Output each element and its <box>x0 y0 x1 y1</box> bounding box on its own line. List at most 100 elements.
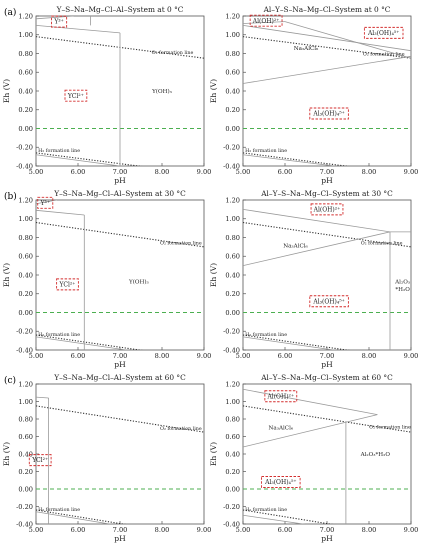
y-tick-label: 0.40 <box>225 87 240 95</box>
series-group <box>243 21 411 166</box>
species-label-boxed: YCl²⁺ <box>31 457 48 464</box>
x-tick-label: 8.00 <box>362 168 377 176</box>
o2-formation-line <box>243 36 411 59</box>
y-tick-label: 0.00 <box>225 125 240 133</box>
species-label: Na₃AlCl₆ <box>268 426 293 432</box>
species-label: O₂ formation line <box>160 240 202 246</box>
series-group <box>243 208 411 350</box>
species-highlight-box <box>37 196 54 209</box>
series-group <box>36 200 204 350</box>
y-tick-label: 1.00 <box>225 31 240 39</box>
x-tick-label: 6.00 <box>278 168 293 176</box>
species-label: Na₃AlCl₆ <box>283 243 308 249</box>
x-tick-label: 8.00 <box>362 526 377 534</box>
plot-frame <box>35 199 205 351</box>
y-tick-label: -0.40 <box>223 162 240 170</box>
y-tick-label: -0.20 <box>16 144 33 152</box>
x-tick-label: 9.00 <box>404 526 419 534</box>
chart-title: Y–S–Na–Mg–Cl–Al–System at 30 °C <box>53 189 186 198</box>
x-tick-label: 8.00 <box>155 352 170 360</box>
h2-formation-line <box>243 509 334 524</box>
phase-boundary-line <box>243 154 338 166</box>
species-highlight-box <box>249 14 283 27</box>
y-tick-label: 0.00 <box>225 309 240 317</box>
series-group <box>36 16 204 166</box>
species-highlight-box <box>309 295 349 308</box>
y-tick-label: 1.00 <box>225 215 240 223</box>
species-highlight-box <box>51 15 68 28</box>
species-label: Al₂O₃ <box>394 280 410 286</box>
x-tick-label: 6.00 <box>71 352 86 360</box>
species-label-boxed: Al₃(OH)₄⁵⁺ <box>264 479 296 486</box>
species-label: H₂ formation line <box>245 148 287 154</box>
y-tick-label: 1.00 <box>225 398 240 406</box>
x-tick-label: 5.00 <box>236 526 251 534</box>
species-highlight-box <box>261 476 301 488</box>
phase-boundary-line <box>243 388 378 416</box>
y-tick-label: 0.80 <box>225 415 240 423</box>
species-label: H₂ formation line <box>245 507 287 513</box>
y-tick-label: 0.40 <box>225 450 240 458</box>
species-label-boxed: Al₃(OH)₄⁵⁺ <box>312 298 344 305</box>
species-label: Y(OH)₃ <box>151 88 172 95</box>
y-tick-label: 0.20 <box>225 106 240 114</box>
y-tick-label: -0.20 <box>223 328 240 336</box>
h2-formation-line <box>36 334 144 350</box>
chart-panel-5: Y–S–Na–Mg–Cl–Al–System at 60 °C -0.40 -0.2… <box>2 373 211 543</box>
x-tick-label: 9.00 <box>404 352 419 360</box>
y-tick-label: 0.40 <box>18 271 33 279</box>
x-tick-label: 7.00 <box>113 526 128 534</box>
x-axis-label: pH <box>321 176 333 185</box>
chart-title: Al–Y–S–Na–Mg–Cl–System at 0 °C <box>263 5 391 14</box>
y-tick-label: 0.60 <box>225 253 240 261</box>
phase-boundary-line <box>243 514 306 524</box>
x-tick-label: 5.00 <box>236 352 251 360</box>
y-tick-label: -0.40 <box>223 520 240 528</box>
y-tick-label: 0.00 <box>18 309 33 317</box>
y-tick-label: 0.80 <box>18 415 33 423</box>
y-tick-label: 1.20 <box>225 12 240 20</box>
y-tick-label: -0.40 <box>16 162 33 170</box>
o2-formation-line <box>36 405 204 433</box>
y-tick-label: 0.60 <box>225 69 240 77</box>
phase-boundary-line <box>36 336 130 350</box>
species-label-boxed: Al₃(OH)₄⁵⁺ <box>367 30 399 37</box>
chart-panel-2: Al–Y–S–Na–Mg–Cl–System at 0 °C -0.40 -0.20… <box>209 5 418 185</box>
phase-boundary-line <box>243 55 411 84</box>
x-axis-label: pH <box>114 360 126 369</box>
x-tick-label: 8.00 <box>155 168 170 176</box>
y-tick-label: 0.00 <box>225 485 240 493</box>
y-tick-label: -0.20 <box>16 328 33 336</box>
y-tick-label: 0.60 <box>18 433 33 441</box>
y-tick-label: 0.20 <box>18 106 33 114</box>
x-tick-label: 7.00 <box>320 352 335 360</box>
x-tick-label: 6.00 <box>71 168 86 176</box>
row-label-c: (c) <box>4 375 16 386</box>
y-tick-label: 0.20 <box>18 290 33 298</box>
h2-formation-line <box>36 509 127 524</box>
y-tick-label: 0.80 <box>18 234 33 242</box>
species-label-boxed: Al(OH)²⁺ <box>313 206 341 213</box>
y-tick-label: 0.00 <box>18 485 33 493</box>
phase-boundary-line <box>36 396 49 399</box>
y-tick-label: 0.40 <box>18 87 33 95</box>
species-label: O₂ formation line <box>369 425 411 431</box>
phase-boundary-line <box>36 154 124 166</box>
y-tick-label: 0.60 <box>225 433 240 441</box>
phase-boundary-line <box>36 511 112 524</box>
y-axis-label: Eh (V) <box>209 442 218 466</box>
y-tick-label: 1.00 <box>18 215 33 223</box>
x-tick-label: 8.00 <box>362 352 377 360</box>
x-tick-label: 9.00 <box>404 168 419 176</box>
chart-panel-3: Y–S–Na–Mg–Cl–Al–System at 30 °C -0.40 -0.2… <box>2 189 211 369</box>
species-label-boxed: Al₃(OH)₄⁵⁺ <box>312 111 344 118</box>
species-label: H₂ formation line <box>38 332 80 338</box>
y-tick-label: 1.20 <box>225 196 240 204</box>
species-highlight-box <box>64 89 88 102</box>
y-tick-label: 0.20 <box>18 468 33 476</box>
x-tick-label: 9.00 <box>197 168 212 176</box>
row-label-b: (b) <box>4 191 17 202</box>
species-label: O₂ formation line <box>152 50 194 56</box>
y-tick-label: -0.40 <box>16 520 33 528</box>
